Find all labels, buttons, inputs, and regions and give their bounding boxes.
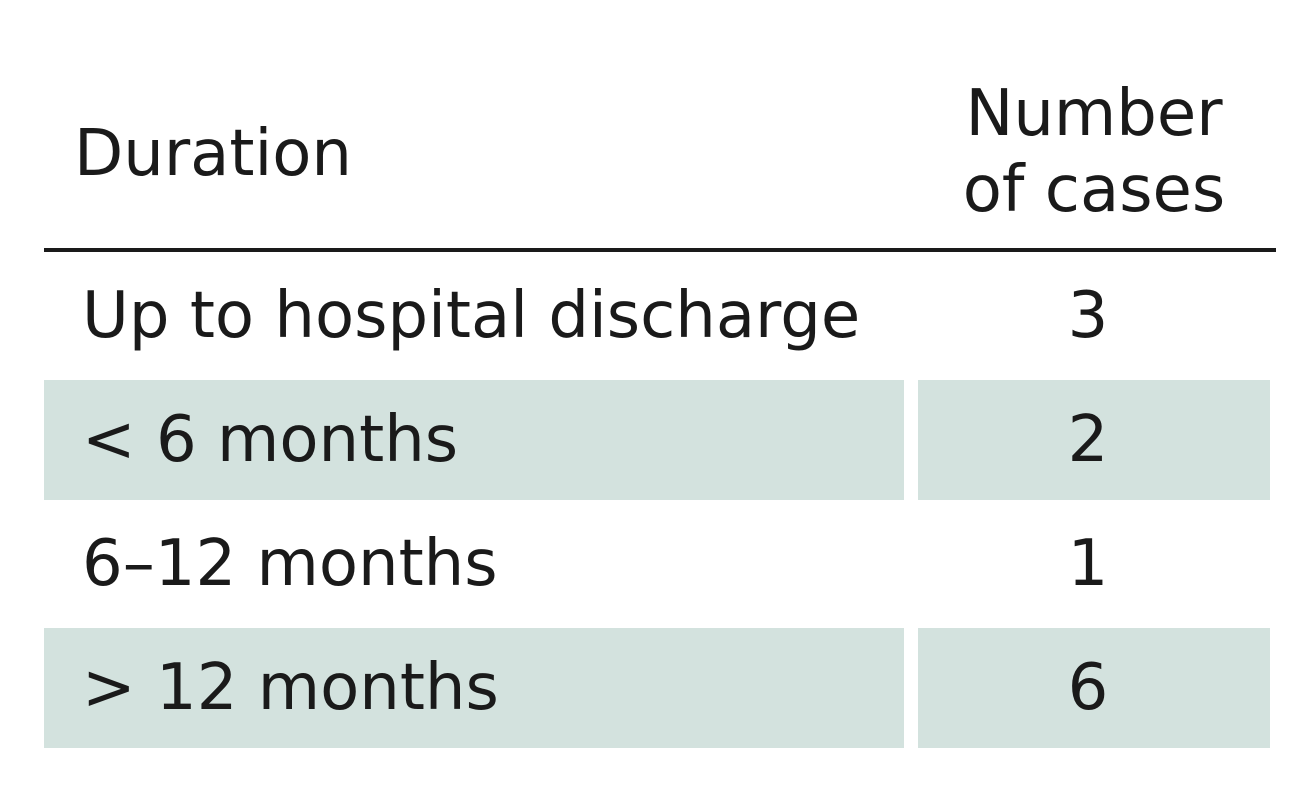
cases-text: 2 (1067, 403, 1109, 477)
duration-cell: < 6 months (44, 380, 904, 500)
cases-cell: 1 (918, 504, 1270, 624)
header-line-2: of cases (962, 153, 1226, 227)
duration-table: Duration Number of cases Up to hospital … (44, 70, 1276, 748)
column-header-number-of-cases: Number of cases (918, 76, 1270, 228)
cases-text: 1 (1067, 527, 1109, 601)
table-row: Up to hospital discharge 3 (44, 256, 1276, 376)
column-header-duration: Duration (74, 117, 352, 191)
duration-text: < 6 months (82, 403, 459, 477)
header-line-1: Number (965, 77, 1223, 151)
cases-cell: 2 (918, 380, 1270, 500)
duration-text: Up to hospital discharge (82, 279, 861, 353)
table-row: 6–12 months 1 (44, 504, 1276, 624)
cases-cell: 6 (918, 628, 1270, 748)
cases-text: 6 (1067, 651, 1109, 725)
cases-text: 3 (1067, 279, 1109, 353)
table-header: Duration Number of cases (44, 70, 1276, 252)
duration-text: 6–12 months (82, 527, 498, 601)
duration-cell: Up to hospital discharge (44, 256, 904, 376)
duration-text: > 12 months (82, 651, 499, 725)
duration-cell: 6–12 months (44, 504, 904, 624)
cases-cell: 3 (918, 256, 1270, 376)
table-row: > 12 months 6 (44, 628, 1276, 748)
table-row: < 6 months 2 (44, 380, 1276, 500)
duration-cell: > 12 months (44, 628, 904, 748)
